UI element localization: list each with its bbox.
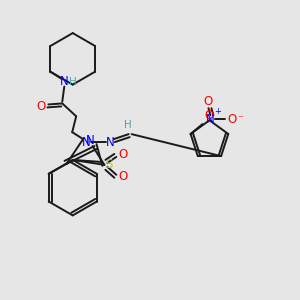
Text: N: N <box>86 134 95 147</box>
Text: H: H <box>124 120 132 130</box>
Text: N: N <box>106 136 114 148</box>
Text: O: O <box>118 148 128 161</box>
Text: N: N <box>60 75 69 88</box>
Text: O: O <box>37 100 46 113</box>
Text: N: N <box>82 136 91 148</box>
Text: O: O <box>204 95 213 108</box>
Text: N: N <box>206 112 215 126</box>
Text: S: S <box>106 158 113 171</box>
Text: O: O <box>228 112 237 126</box>
Text: O: O <box>205 109 214 122</box>
Text: H: H <box>69 76 77 87</box>
Text: ⁻: ⁻ <box>237 114 243 124</box>
Text: +: + <box>214 107 221 116</box>
Text: O: O <box>118 170 128 183</box>
